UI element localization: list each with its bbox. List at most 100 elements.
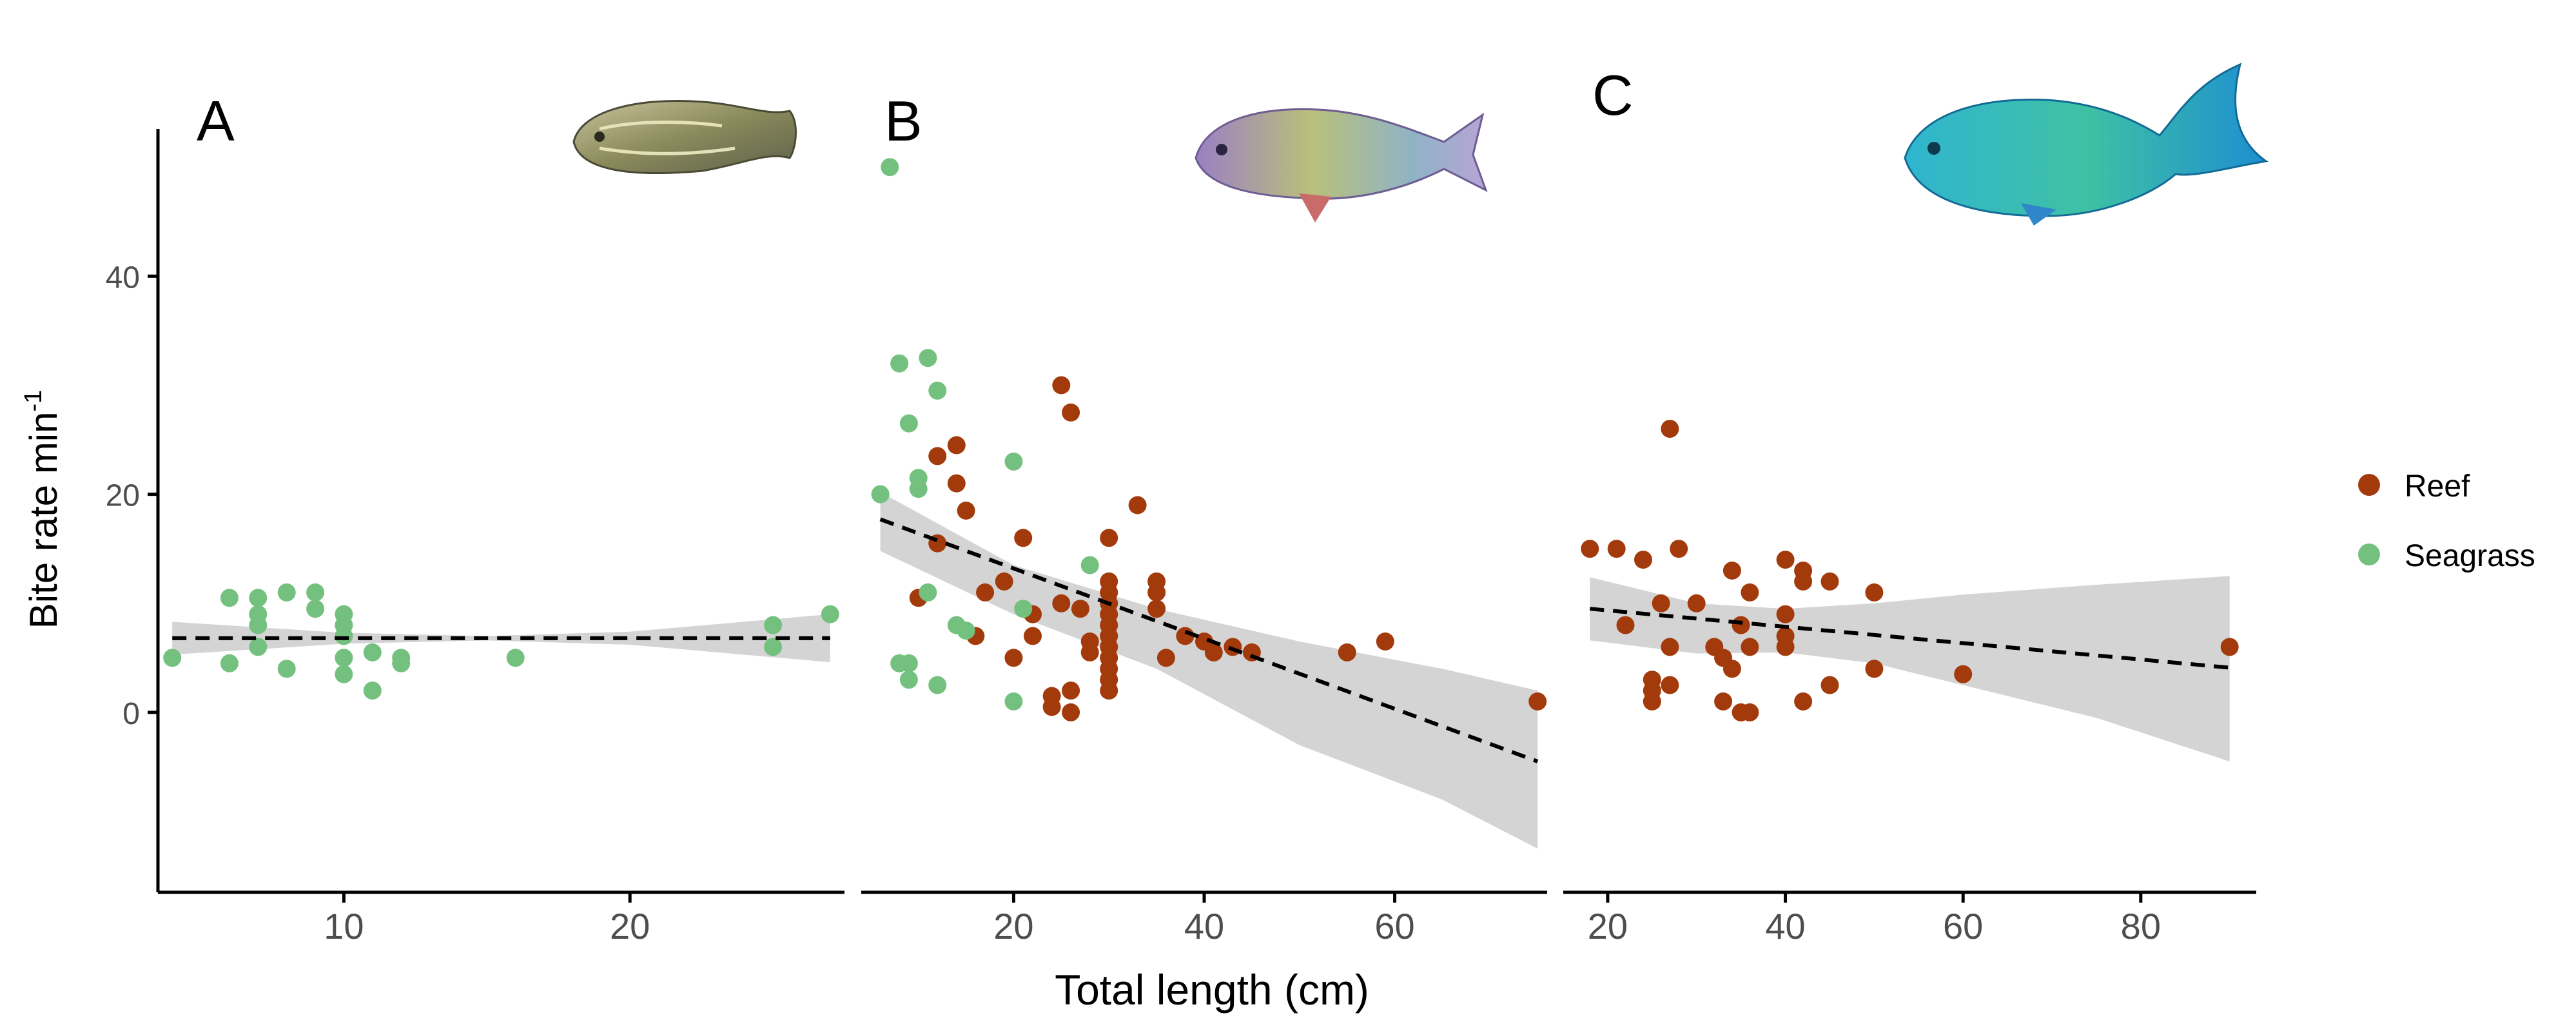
panel-b-reef-point-8 xyxy=(995,572,1013,591)
panel-c-confidence-ribbon xyxy=(1590,576,2230,761)
panel-c-x-tick-label-80: 80 xyxy=(2121,906,2161,946)
panel-b-fit-layer xyxy=(879,517,1539,763)
panel-c: 20 40 60 80 C xyxy=(1563,63,2269,946)
panel-b-reef-point-10 xyxy=(1014,529,1033,547)
panel-b-seagrass-point-9 xyxy=(919,349,937,368)
panel-b-points-layer xyxy=(871,158,1547,721)
panel-a-seagrass-point-9 xyxy=(306,583,325,602)
panel-c-reef-point-1 xyxy=(1607,540,1626,558)
panel-c-reef-point-12 xyxy=(1687,594,1706,612)
panel-b-reef-point-34 xyxy=(1100,681,1118,700)
panel-c-reef-point-23 xyxy=(1776,551,1795,569)
panel-b-seagrass-point-15 xyxy=(1004,452,1023,471)
panel-b-reef-point-45 xyxy=(1338,643,1356,662)
blue-parrotfish-icon xyxy=(1904,63,2269,226)
panel-b-x-tick-label-40: 40 xyxy=(1184,906,1224,946)
legend-swatch-seagrass xyxy=(2358,544,2380,565)
panel-c-reef-point-21 xyxy=(1741,638,1759,656)
panel-c-reef-point-6 xyxy=(1643,692,1661,710)
panel-a-seagrass-point-21 xyxy=(764,616,783,634)
panel-a-seagrass-point-15 xyxy=(335,665,353,683)
panel-a-seagrass-point-2 xyxy=(220,654,239,672)
panel-b-reef-point-17 xyxy=(1062,403,1080,422)
panel-a-y-tick-label-0: 0 xyxy=(122,697,140,731)
panel-c-reef-point-22 xyxy=(1741,703,1759,721)
panel-b-reef-point-20 xyxy=(1071,600,1089,618)
panel-b-reef-point-14 xyxy=(1042,698,1061,716)
panel-c-ribbon-layer xyxy=(1590,576,2230,761)
panel-b-reef-point-42 xyxy=(1204,643,1223,662)
panel-b-ribbon-layer xyxy=(880,492,1538,849)
panel-c-reef-point-14 xyxy=(1714,692,1733,710)
panel-b-reef-point-9 xyxy=(1004,649,1023,667)
panel-a-points-layer xyxy=(163,583,839,700)
panel-a-seagrass-point-1 xyxy=(220,589,239,607)
panel-c-reef-point-26 xyxy=(1776,638,1795,656)
panel-c-x-ticks: 20 40 60 80 xyxy=(1588,892,2161,946)
panel-c-x-tick-label-60: 60 xyxy=(1943,906,1983,946)
panel-a-y-ticks: 0 20 40 xyxy=(106,260,158,731)
panel-b-reef-point-15 xyxy=(1052,376,1071,395)
parrotfish-icon xyxy=(1195,108,1488,222)
panel-b-reef-point-22 xyxy=(1080,643,1099,662)
panel-b-seagrass-point-16 xyxy=(1004,692,1023,710)
panel-c-points-layer xyxy=(1581,420,2239,721)
panel-b-seagrass-point-12 xyxy=(928,676,947,694)
panel-c-reef-point-34 xyxy=(1954,665,1973,683)
panel-a-seagrass-point-14 xyxy=(335,649,353,667)
panel-b-confidence-ribbon xyxy=(880,492,1538,849)
panel-b-reef-point-11 xyxy=(1024,627,1042,645)
panel-c-fit-layer xyxy=(1590,607,2230,670)
panel-a-seagrass-point-20 xyxy=(506,649,525,667)
panel-b-seagrass-point-2 xyxy=(890,354,909,373)
panel-c-reef-point-35 xyxy=(2220,638,2239,656)
panel-c-reef-point-30 xyxy=(1820,572,1839,591)
panel-b-reef-point-18 xyxy=(1062,681,1080,700)
panel-c-x-tick-label-40: 40 xyxy=(1765,906,1805,946)
panel-b-seagrass-point-10 xyxy=(919,583,937,602)
panel-a-seagrass-point-16 xyxy=(363,643,382,662)
legend-label-seagrass: Seagrass xyxy=(2405,539,2535,573)
panel-b-reef-point-46 xyxy=(1376,632,1394,651)
panel-b-reef-point-40 xyxy=(1176,627,1195,645)
panel-a-letter: A xyxy=(197,89,235,153)
panel-c-reef-point-0 xyxy=(1581,540,1599,558)
panel-b-seagrass-point-5 xyxy=(899,654,918,672)
x-axis-title: Total length (cm) xyxy=(1055,966,1369,1014)
panel-c-reef-point-2 xyxy=(1616,616,1635,634)
legend-label-reef: Reef xyxy=(2405,469,2470,504)
panel-b-reef-point-35 xyxy=(1128,496,1147,514)
panel-b-reef-point-37 xyxy=(1147,583,1166,602)
panel-b-reef-point-38 xyxy=(1147,600,1166,618)
panel-a-seagrass-point-17 xyxy=(363,681,382,700)
panel-b-reef-point-23 xyxy=(1100,529,1118,547)
panel-b-reef-point-19 xyxy=(1062,703,1080,721)
panel-b-seagrass-point-14 xyxy=(957,622,975,640)
panel-b-reef-point-3 xyxy=(947,436,966,455)
panel-a-x-ticks: 10 20 xyxy=(324,892,650,946)
panel-c-reef-point-18 xyxy=(1732,616,1750,634)
panel-c-reef-point-29 xyxy=(1794,692,1813,710)
panel-a-x-tick-label-20: 20 xyxy=(610,906,650,946)
panel-c-reef-point-10 xyxy=(1661,676,1679,694)
panel-c-reef-point-3 xyxy=(1634,551,1652,569)
panel-c-reef-point-8 xyxy=(1661,420,1679,438)
panel-c-reef-point-17 xyxy=(1722,660,1741,678)
panel-b-reef-point-16 xyxy=(1052,594,1071,612)
panel-c-reef-point-28 xyxy=(1794,572,1813,591)
panel-c-reef-point-24 xyxy=(1776,605,1795,623)
panel-b-fit-line xyxy=(879,517,1539,763)
panel-c-x-tick-label-20: 20 xyxy=(1588,906,1628,946)
panel-a-seagrass-point-5 xyxy=(249,616,268,634)
juvenile-fish-icon xyxy=(572,100,797,175)
panel-b-reef-point-39 xyxy=(1156,649,1175,667)
panel-b-seagrass-point-11 xyxy=(928,381,947,400)
panel-a-seagrass-point-19 xyxy=(392,654,411,672)
panel-c-reef-point-31 xyxy=(1820,676,1839,694)
panel-b-x-tick-label-20: 20 xyxy=(993,906,1033,946)
panel-b-reef-point-1 xyxy=(928,447,947,466)
panel-b-reef-point-47 xyxy=(1528,692,1547,710)
panel-a: 0 20 40 10 20 A xyxy=(106,89,844,946)
panel-b-seagrass-point-8 xyxy=(909,469,928,487)
